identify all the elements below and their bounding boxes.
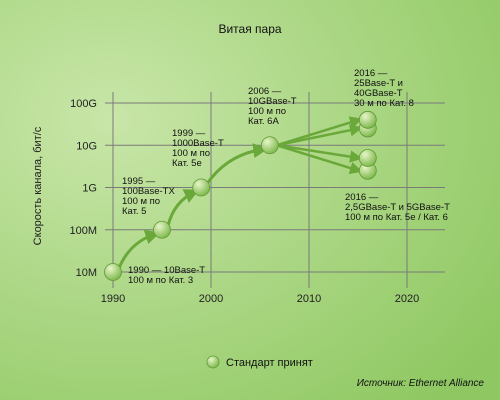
data-point-2006-10G xyxy=(260,136,279,155)
y-tick-label: 1G xyxy=(82,183,97,195)
annotation-1: 1995 —100Base-TX 100 м по Кат. 5 xyxy=(122,176,175,217)
arrow-1995-1999 xyxy=(166,189,200,227)
annotation-line: 100 м по xyxy=(248,106,286,117)
x-tick-label: 2000 xyxy=(199,293,223,305)
arrow-2006-2016 xyxy=(276,144,363,175)
trend-arrows xyxy=(117,116,363,269)
annotation-line: 100 м по xyxy=(122,196,160,207)
annotations: 1990 — 10Base-T 100 м по Кат. 3 1995 —100B… xyxy=(122,68,450,286)
annotation-line: 100 м по Кат. 5е / Кат. 6 xyxy=(345,212,448,223)
annotation-line: 100 м по Кат. 3 xyxy=(128,275,193,286)
x-tick-label: 2010 xyxy=(297,293,321,305)
source-note: Источник: Ethernet Alliance xyxy=(357,378,485,389)
data-point-2016-5G xyxy=(358,149,377,167)
annotation-2: 1999 —1000Base-T 100 м по Кат. 5е xyxy=(172,128,224,169)
annotation-line: 2016 — xyxy=(345,192,379,203)
x-tick-label: 1990 xyxy=(101,293,125,305)
annotation-line: 2016 — xyxy=(354,68,388,79)
arrow-1999-2006 xyxy=(205,143,269,185)
annotation-line: 100 м по xyxy=(172,148,210,159)
data-point-1990-10M xyxy=(104,263,122,281)
annotation-5: 2016 —2,5GBase-T и 5GBase-T 100 м по Кат.… xyxy=(345,192,450,223)
annotation-3: 2006 —10GBase-T 100 м по Кат. 6А xyxy=(248,86,297,127)
legend-marker xyxy=(206,355,220,369)
tick-labels: 10M 100M 1G 10G 100G 1990 2000 2010 2020 xyxy=(69,98,419,305)
data-points xyxy=(104,110,377,281)
arrow-2006-2016 xyxy=(276,124,363,147)
annotation-line: Кат. 5 xyxy=(122,206,146,217)
annotation-line: 25Base-T и xyxy=(354,78,403,89)
arrow-2006-2016 xyxy=(276,116,363,147)
chart-title: Витая пара xyxy=(218,22,281,36)
annotation-line: 1999 — xyxy=(172,128,206,139)
data-point-2016-40G xyxy=(358,110,377,129)
y-tick-label: 10M xyxy=(76,267,97,279)
y-tick-label: 100M xyxy=(69,225,97,237)
annotation-line: 100Base-TX xyxy=(122,186,175,197)
data-point-1999-1G xyxy=(192,178,211,197)
y-tick-label: 10G xyxy=(76,140,97,152)
arrow-2006-2016 xyxy=(276,144,363,163)
annotation-line: 30 м по Кат. 8 xyxy=(354,98,414,109)
annotation-line: 2,5GBase-T и 5GBase-T xyxy=(345,202,450,213)
annotation-line: 40GBase-T xyxy=(354,88,403,99)
annotation-0: 1990 — 10Base-T 100 м по Кат. 3 xyxy=(128,265,205,286)
legend-label: Стандарт принят xyxy=(226,357,313,369)
annotation-4: 2016 —25Base-T и 40GBase-T 30 м по Кат. 8 xyxy=(354,68,414,109)
y-axis-label: Скорость канала, бит/с xyxy=(32,126,44,245)
annotation-line: 1995 — xyxy=(122,176,156,187)
annotation-line: 1000Base-T xyxy=(172,138,224,149)
arrow-1990-1995 xyxy=(117,229,161,269)
y-tick-label: 100G xyxy=(70,98,97,110)
data-point-1995-100M xyxy=(153,220,171,239)
annotation-line: 1990 — 10Base-T xyxy=(128,265,205,276)
annotation-line: 2006 — xyxy=(248,86,282,97)
x-tick-label: 2020 xyxy=(395,293,419,305)
annotation-line: Кат. 5е xyxy=(172,158,202,169)
annotation-line: Кат. 6А xyxy=(248,116,279,127)
annotation-line: 10GBase-T xyxy=(248,96,297,107)
